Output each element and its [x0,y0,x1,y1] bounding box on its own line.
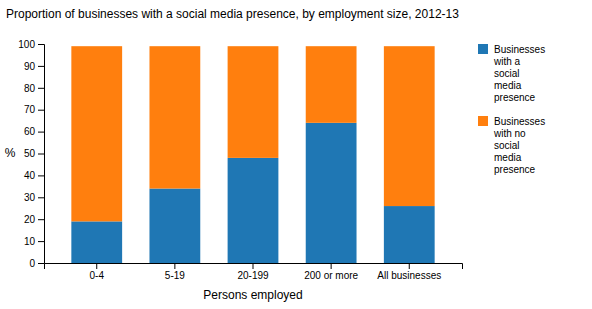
y-tick: 70 [24,104,44,115]
bar [149,46,200,188]
y-tick-mark [38,241,44,242]
y-tick: 100 [18,39,44,50]
bars [71,46,434,263]
bar [228,158,279,263]
legend: Businesseswith asocialmediapresenceBusin… [478,44,545,175]
y-tick: 30 [24,192,44,203]
y-tick-mark [38,66,44,67]
x-tick: 200 or more [304,263,358,281]
legend-label-line: with no [493,128,526,139]
bar [228,46,279,158]
x-tick: 0-4 [90,263,105,281]
x-tick-label: 20-199 [237,270,269,281]
y-tick: 10 [24,236,44,247]
y-tick-label: 70 [24,104,36,115]
y-tick-label: 20 [24,214,36,225]
x-axis-line [45,264,463,270]
y-tick-mark [38,154,44,155]
y-tick-mark [38,132,44,133]
y-tick-mark [38,197,44,198]
y-tick-mark [38,88,44,89]
legend-label-line: with a [493,56,521,67]
legend-label-line: social [494,68,520,79]
y-tick-mark [38,175,44,176]
bar [149,189,200,263]
x-tick: 20-199 [237,263,269,281]
title: Proportion of businesses with a social m… [6,7,459,21]
x-tick-mark [253,263,254,269]
x-axis: 0-4 5-19 20-199 200 or more All businesses [45,263,463,281]
x-tick-mark [331,263,332,269]
y-tick-label: 40 [24,170,36,181]
legend-label: Businesseswith asocialmediapresence [493,44,545,103]
legend-label-line: media [494,80,522,91]
y-axis: 0 10 20 30 40 50 60 70 80 90 100 [18,39,44,269]
bar [306,46,357,123]
x-tick: 5-19 [165,263,185,281]
x-tick: All businesses [377,263,441,281]
bar [384,46,435,206]
legend-item: Businesseswith nosocialmediapresence [478,116,545,175]
y-tick-mark [38,263,44,264]
chart: 0 10 20 30 40 50 60 70 80 90 100 0-4 5-19 20-199 200 o… [0,0,592,309]
legend-label-line: social [494,140,520,151]
x-tick-mark [96,263,97,269]
legend-label-line: Businesses [494,44,545,55]
legend-label: Businesseswith nosocialmediapresence [493,116,545,175]
x-tick-mark [174,263,175,269]
y-tick-mark [38,44,44,45]
x-tick-label: 5-19 [165,270,185,281]
x-tick-label: 200 or more [304,270,358,281]
y-tick-mark [38,110,44,111]
y-axis-line [38,45,45,264]
y-tick-label: 90 [24,61,36,72]
y-tick-label: 30 [24,192,36,203]
bar-series [71,46,434,221]
legend-label-line: media [494,152,522,163]
legend-label-line: Businesses [494,116,545,127]
y-tick-label: 0 [29,258,35,269]
y-tick: 80 [24,83,44,94]
y-tick-mark [38,219,44,220]
bar [71,46,122,221]
legend-label-line: presence [494,92,536,103]
legend-swatch [478,116,488,126]
y-tick: 90 [24,61,44,72]
plot: 0 10 20 30 40 50 60 70 80 90 100 0-4 5-19 20-199 200 o… [18,39,462,281]
y-tick: 60 [24,126,44,137]
bar [384,206,435,263]
y-tick: 40 [24,170,44,181]
y-tick-label: 80 [24,83,36,94]
y-tick: 20 [24,214,44,225]
x-axis-title: Persons employed [203,288,302,302]
y-tick: 50 [24,148,44,159]
y-tick-label: 50 [24,148,36,159]
bar [71,221,122,263]
y-tick-label: 60 [24,126,36,137]
legend-label-line: presence [494,164,536,175]
y-axis-title: % [5,146,16,160]
x-tick-mark [409,263,410,269]
y-tick: 0 [29,258,44,269]
y-tick-label: 100 [18,39,35,50]
bar [306,123,357,263]
x-tick-label: All businesses [377,270,441,281]
y-tick-label: 10 [24,236,36,247]
x-tick-label: 0-4 [90,270,105,281]
legend-item: Businesseswith asocialmediapresence [478,44,545,103]
legend-swatch [478,44,488,54]
